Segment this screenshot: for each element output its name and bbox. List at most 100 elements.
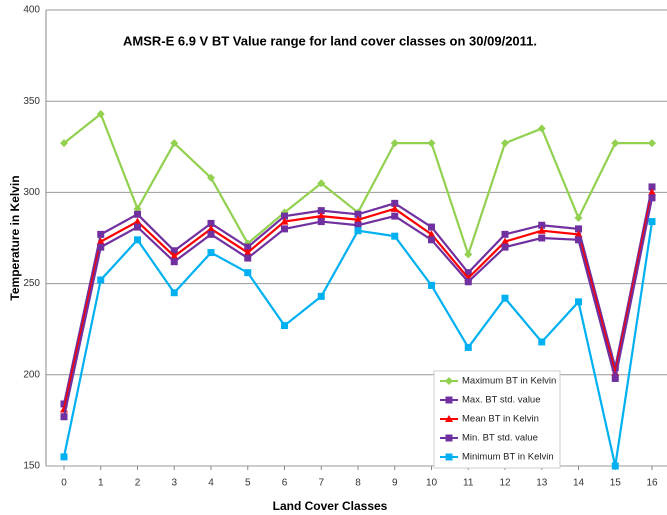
marker <box>648 194 656 202</box>
marker <box>97 230 105 238</box>
marker <box>354 227 362 235</box>
marker <box>445 453 453 461</box>
marker <box>60 413 68 421</box>
x-tick-label: 6 <box>282 478 288 489</box>
marker <box>60 453 68 461</box>
legend-label: Mean BT in Kelvin <box>462 414 539 425</box>
marker <box>464 250 473 259</box>
marker <box>170 247 178 255</box>
marker <box>648 139 656 148</box>
marker <box>317 207 325 215</box>
y-tick-label: 250 <box>23 278 40 289</box>
x-tick-label: 0 <box>61 478 67 489</box>
marker <box>134 236 141 244</box>
marker <box>445 415 453 422</box>
marker <box>391 199 399 207</box>
marker <box>427 230 436 238</box>
legend-label: Minimum BT in Kelvin <box>462 452 554 463</box>
marker <box>207 249 215 257</box>
marker <box>464 269 472 277</box>
marker <box>648 188 656 196</box>
y-tick-label: 200 <box>23 369 40 380</box>
x-tick-label: 1 <box>98 478 104 489</box>
marker <box>428 236 435 244</box>
marker <box>611 139 620 148</box>
marker <box>445 434 453 442</box>
marker <box>501 294 509 302</box>
x-tick-label: 5 <box>245 478 251 489</box>
marker <box>244 269 252 277</box>
marker <box>96 237 105 245</box>
marker <box>281 225 288 233</box>
marker <box>391 232 399 240</box>
marker <box>428 223 435 231</box>
x-axis-label: Land Cover Classes <box>273 499 388 513</box>
marker <box>97 243 105 251</box>
marker <box>538 234 546 242</box>
marker <box>648 218 656 226</box>
marker <box>170 252 179 260</box>
legend-label: Min. BT std. value <box>462 433 538 444</box>
x-tick-label: 16 <box>646 478 658 489</box>
x-tick-label: 7 <box>318 478 324 489</box>
x-tick-label: 14 <box>573 478 585 489</box>
x-tick-label: 13 <box>536 478 548 489</box>
marker <box>537 124 546 133</box>
marker <box>317 292 325 300</box>
marker <box>575 225 582 233</box>
marker <box>207 230 215 238</box>
marker <box>390 139 399 148</box>
marker <box>170 258 178 266</box>
y-tick-label: 400 <box>23 5 40 16</box>
marker <box>427 139 436 148</box>
x-tick-label: 2 <box>135 478 141 489</box>
marker <box>96 109 105 118</box>
x-tick-label: 9 <box>392 478 398 489</box>
marker <box>464 343 472 351</box>
marker <box>354 210 362 218</box>
marker <box>317 212 326 220</box>
x-tick-label: 15 <box>610 478 622 489</box>
marker <box>445 396 453 404</box>
marker <box>464 278 472 286</box>
marker <box>538 338 546 346</box>
marker <box>133 217 142 225</box>
marker <box>390 204 399 212</box>
x-tick-label: 4 <box>208 478 214 489</box>
chart-title: AMSR-E 6.9 V BT Value range for land cov… <box>123 33 537 48</box>
marker <box>538 221 546 229</box>
marker <box>281 212 288 220</box>
marker <box>574 230 583 238</box>
x-tick-label: 10 <box>426 478 438 489</box>
marker <box>280 217 289 225</box>
marker <box>317 218 325 226</box>
y-tick-label: 350 <box>23 96 40 107</box>
marker <box>501 230 509 238</box>
marker <box>648 183 656 191</box>
marker <box>354 215 362 223</box>
marker <box>537 226 546 234</box>
y-tick-label: 150 <box>23 461 40 472</box>
marker <box>207 224 215 232</box>
marker <box>243 248 252 256</box>
marker <box>317 179 326 188</box>
marker <box>207 219 215 227</box>
marker <box>428 281 435 289</box>
marker <box>611 374 619 382</box>
marker <box>445 377 453 385</box>
marker <box>170 289 178 297</box>
series-line <box>62 221 654 467</box>
marker <box>134 223 141 231</box>
marker <box>134 210 141 218</box>
marker <box>391 212 399 220</box>
marker <box>611 462 619 470</box>
marker <box>60 400 68 408</box>
marker <box>60 139 68 148</box>
marker <box>501 139 509 148</box>
marker <box>97 276 105 284</box>
marker <box>501 237 509 245</box>
marker <box>170 139 179 148</box>
marker <box>244 243 252 251</box>
legend-label: Max. BT std. value <box>462 395 541 406</box>
